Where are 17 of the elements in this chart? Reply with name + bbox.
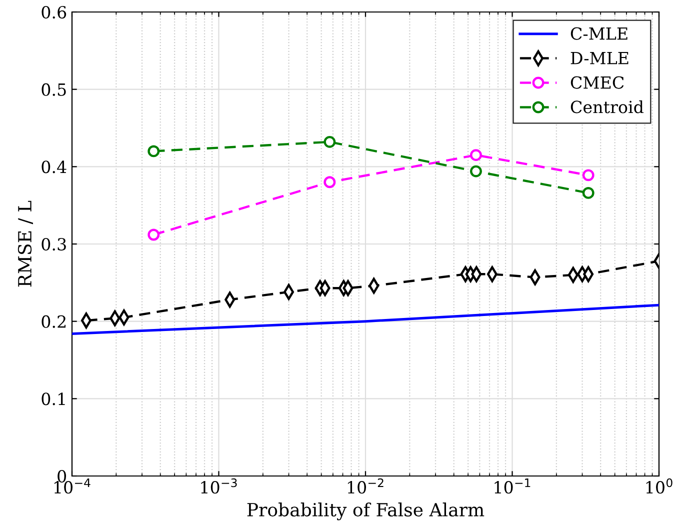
legend-label: Centroid: [570, 100, 644, 114]
y-tick-label: 0: [58, 470, 66, 483]
y-tick-label: 0.5: [42, 83, 66, 96]
y-tick-label: 0.6: [42, 6, 66, 19]
legend-label: CMEC: [570, 76, 624, 89]
y-tick-label: 0.2: [42, 315, 66, 328]
x-axis-title: Probability of False Alarm: [247, 502, 484, 520]
x-tick-label: 10$^{0}$: [646, 478, 672, 494]
y-tick-label: 0.4: [42, 160, 66, 174]
y-axis-title: RMSE / L: [18, 200, 33, 287]
legend-label: D-MLE: [570, 52, 628, 64]
x-tick-label: 10$^{−3}$: [201, 478, 237, 494]
x-tick-label: 10$^{−1}$: [494, 478, 530, 494]
legend-label: C-MLE: [570, 27, 628, 40]
x-tick-label: 10$^{−2}$: [348, 478, 384, 494]
y-tick-label: 0.3: [42, 238, 66, 251]
y-tick-label: 0.1: [42, 392, 65, 406]
